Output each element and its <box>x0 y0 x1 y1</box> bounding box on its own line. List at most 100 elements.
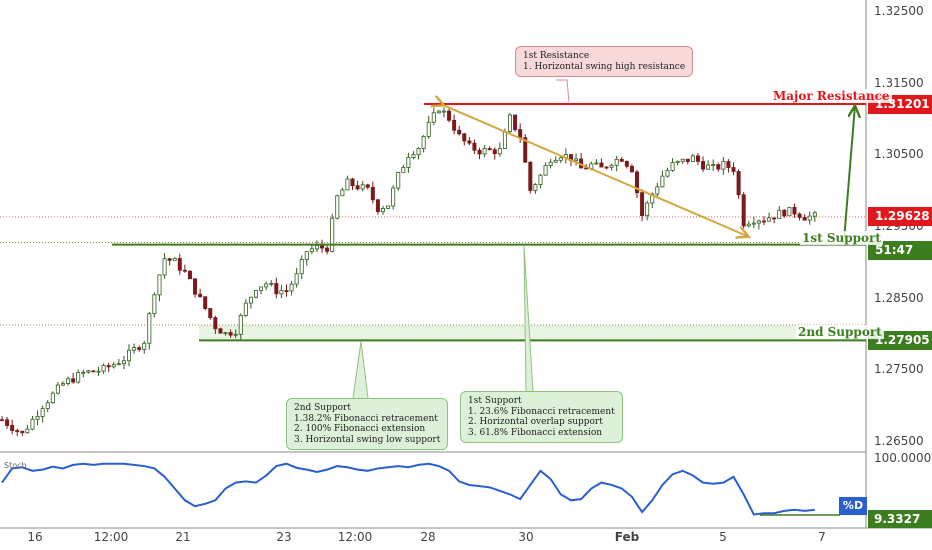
current-price-tag: 1.29628 <box>868 206 932 226</box>
candle <box>25 428 30 434</box>
second-support-callout-pointer <box>352 341 369 399</box>
candle <box>264 283 269 288</box>
candle <box>421 135 426 149</box>
candle <box>5 419 10 426</box>
first-support-label: 1st Support <box>800 230 883 245</box>
y-tick-label: 1.30500 <box>874 147 924 162</box>
candle <box>655 186 660 195</box>
candle <box>35 416 40 420</box>
candle <box>203 296 208 309</box>
candle <box>289 283 294 292</box>
candle <box>355 185 360 190</box>
candle <box>325 247 330 252</box>
candle <box>690 155 695 162</box>
candle <box>223 332 228 334</box>
candle <box>436 110 441 114</box>
first-support-callout: 1st Support 1. 23.6% Fibonacci retraceme… <box>460 391 623 443</box>
target-arrow <box>843 105 855 241</box>
stochastic-tick-100: 100.0000 <box>874 451 932 465</box>
candle <box>365 184 370 188</box>
candle <box>101 365 106 372</box>
candle <box>711 164 716 166</box>
candle <box>330 217 335 252</box>
candle <box>716 164 721 170</box>
candle <box>127 349 132 362</box>
candle <box>243 302 248 316</box>
candle <box>309 248 314 253</box>
candle <box>401 166 406 173</box>
candle <box>492 149 497 155</box>
candle <box>284 290 289 292</box>
candle <box>386 205 391 209</box>
candle <box>543 165 548 176</box>
trend-arrow <box>444 105 749 236</box>
candle <box>594 162 599 165</box>
candle <box>304 251 309 260</box>
candle <box>50 392 55 404</box>
candle <box>472 142 477 151</box>
candle <box>441 110 446 113</box>
candle <box>756 220 761 224</box>
x-tick-label: 7 <box>818 530 826 544</box>
candle <box>132 347 137 351</box>
candle <box>259 286 264 291</box>
candle <box>604 166 609 169</box>
candle <box>233 333 238 336</box>
first-support-callout-pointer <box>523 245 534 392</box>
candle <box>111 364 116 368</box>
y-tick-label: 1.32500 <box>874 3 924 18</box>
candle <box>482 148 487 155</box>
candle <box>340 189 345 197</box>
candle <box>116 363 121 366</box>
x-tick-label: 30 <box>518 530 534 544</box>
candle <box>762 220 767 223</box>
candle <box>106 365 111 368</box>
candle <box>624 160 629 167</box>
candle <box>802 217 807 221</box>
candle <box>279 290 284 295</box>
stochastic-value-tag: 9.3327 <box>868 510 932 528</box>
candle <box>518 129 523 139</box>
x-tick-label: 16 <box>27 530 43 544</box>
candle <box>462 133 467 142</box>
callout-line: 2nd Support <box>294 403 351 413</box>
candle <box>152 294 157 315</box>
candle <box>431 112 436 123</box>
candle <box>619 158 624 162</box>
candle <box>81 371 86 374</box>
stochastic-line <box>1 462 815 516</box>
price-panel <box>0 0 932 529</box>
candle <box>797 213 802 218</box>
candle <box>457 129 462 135</box>
candle <box>736 171 741 196</box>
first-resistance-callout: 1st Resistance 1. Horizontal swing high … <box>515 46 694 77</box>
candle <box>746 223 751 227</box>
candle <box>792 206 797 215</box>
candle <box>96 370 101 373</box>
candle <box>741 194 746 227</box>
candle <box>452 119 457 131</box>
x-tick-label: 12:00 <box>93 530 129 544</box>
candle <box>807 215 812 221</box>
candle <box>507 114 512 132</box>
candle <box>40 408 45 417</box>
candle <box>767 217 772 222</box>
candle <box>147 313 152 344</box>
candle <box>182 269 187 272</box>
candle <box>680 158 685 162</box>
candle <box>172 258 177 261</box>
candle <box>533 184 538 191</box>
candle <box>411 154 416 158</box>
stochastic-label: Stoch <box>4 461 27 470</box>
candle <box>660 175 665 188</box>
y-tick-label: 1.26500 <box>874 434 924 449</box>
candle <box>360 184 365 190</box>
candle <box>76 372 81 383</box>
candle <box>629 165 634 173</box>
candle <box>380 208 385 213</box>
candle <box>426 121 431 137</box>
callout-line: 1. 23.6% Fibonacci retracement <box>468 406 615 417</box>
candle <box>55 384 60 394</box>
candle <box>553 159 558 163</box>
callout-line: 2. Horizontal overlap support <box>468 417 603 427</box>
